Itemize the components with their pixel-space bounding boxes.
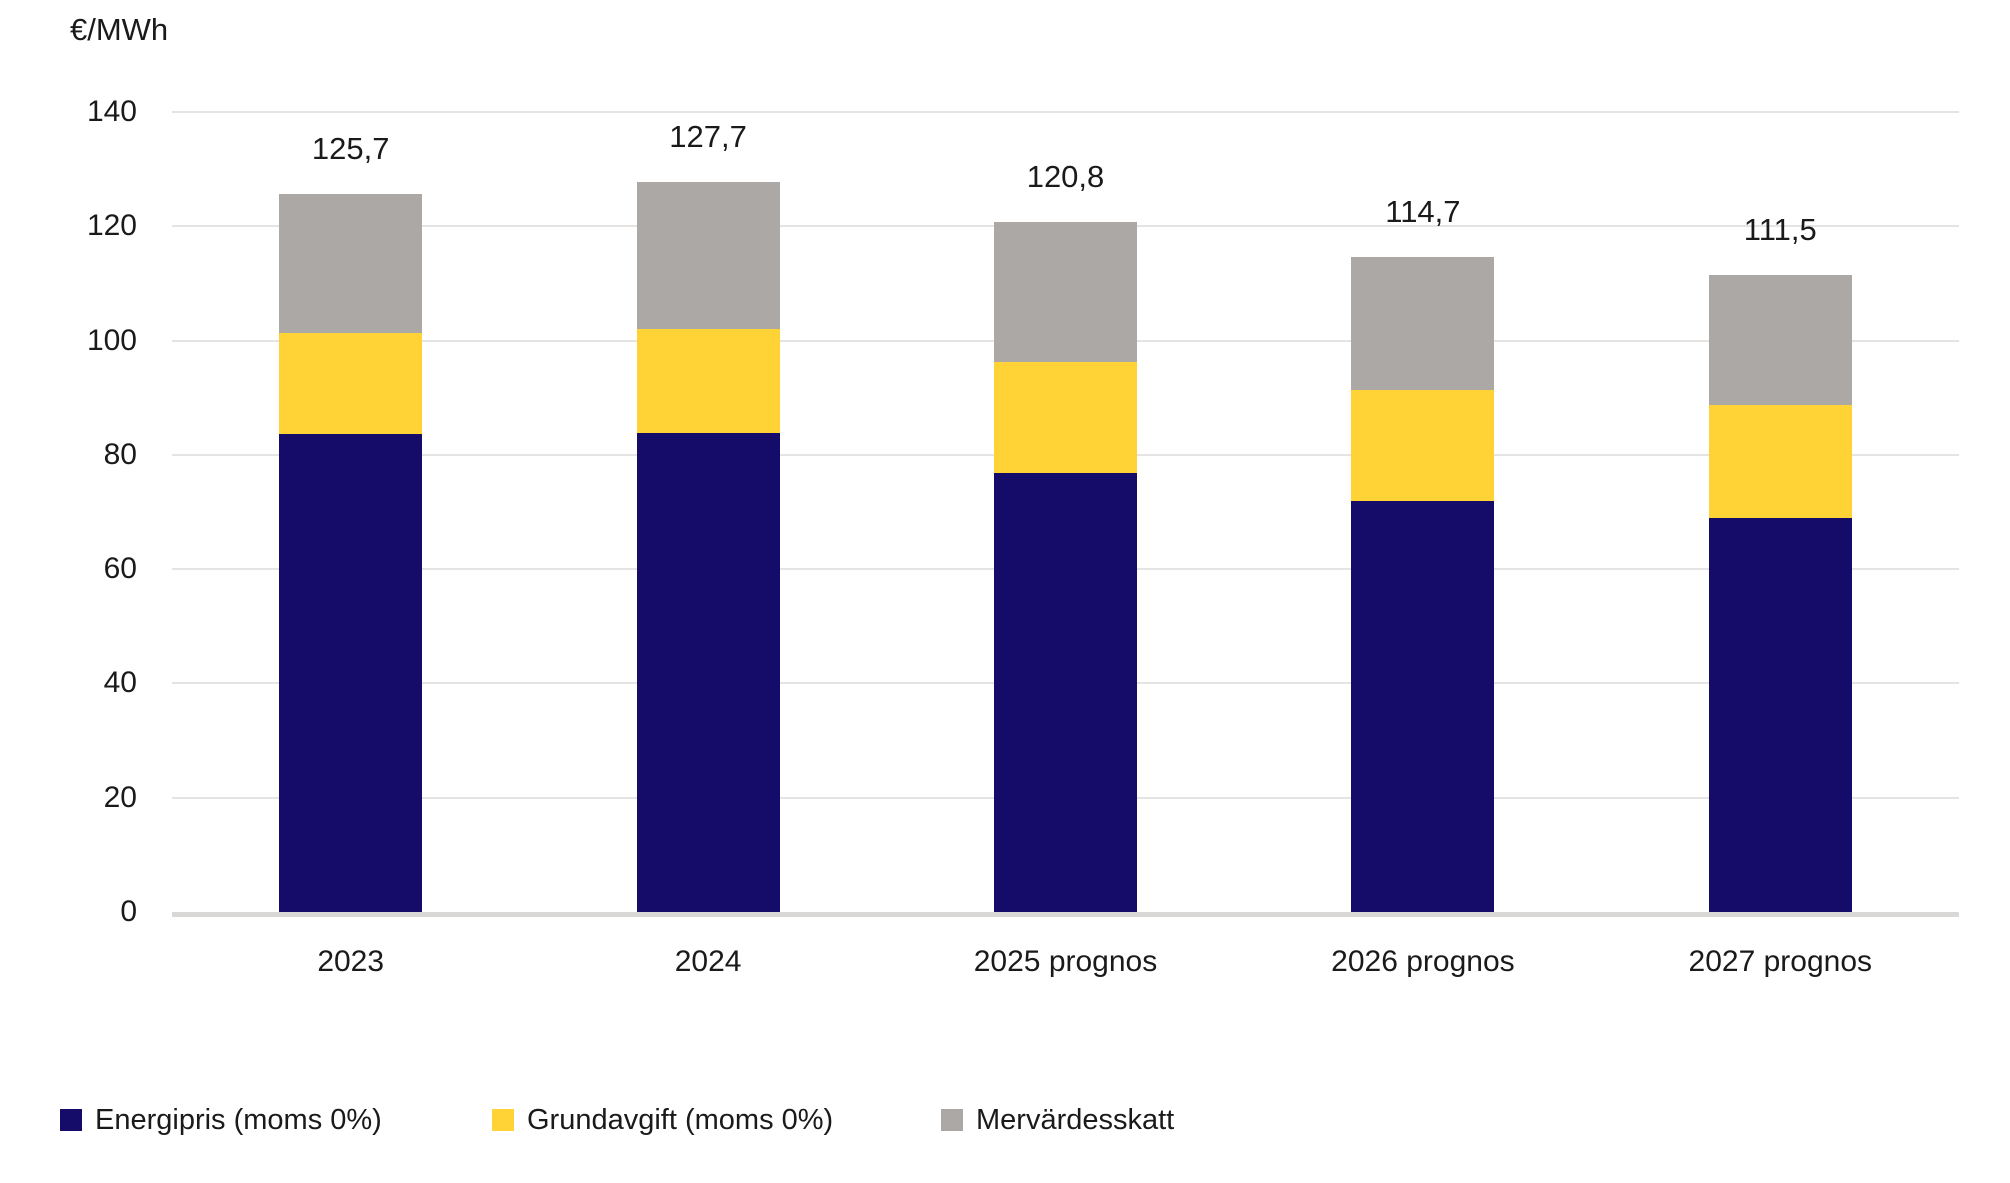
x-axis-category-label: 2027 prognos — [1688, 945, 1873, 978]
bar-segment — [636, 328, 780, 433]
legend-item-mervardesskatt: Mervärdesskatt — [941, 1103, 1174, 1137]
bar-segment — [1351, 501, 1495, 912]
legend-label: Energipris (moms 0%) — [95, 1104, 382, 1136]
gridline — [172, 111, 1959, 113]
bar-total-label: 120,8 — [1026, 158, 1105, 194]
bar-segment — [279, 193, 423, 333]
x-axis-category-label: 2023 — [317, 945, 385, 978]
bar-segment — [994, 361, 1137, 473]
y-axis-tick-label: 120 — [86, 209, 137, 243]
bar-total-label: 111,5 — [1743, 211, 1817, 247]
y-axis-tick-label: 60 — [103, 552, 137, 586]
bar-segment — [1351, 389, 1495, 502]
bar-segment — [636, 432, 780, 912]
legend-label: Mervärdesskatt — [976, 1104, 1175, 1136]
bar-segment — [1708, 274, 1852, 405]
x-axis-category-label: 2025 prognos — [973, 945, 1158, 978]
bar-segment — [279, 434, 423, 912]
chart-legend: Energipris (moms 0%) Grundavgift (moms 0… — [0, 1103, 2010, 1143]
bar-segment — [994, 221, 1137, 362]
x-axis-category-label: 2024 — [674, 945, 742, 978]
bar-segment — [1351, 256, 1495, 390]
bar-segment — [279, 332, 423, 435]
x-axis-line — [172, 912, 1959, 917]
legend-swatch — [941, 1109, 963, 1131]
legend-item-energipris: Energipris (moms 0%) — [60, 1103, 382, 1137]
bar-segment — [636, 182, 780, 329]
x-axis-category-label: 2026 prognos — [1331, 945, 1515, 978]
y-axis-tick-label: 0 — [120, 895, 137, 928]
bar-segment — [1708, 517, 1852, 912]
y-axis-tick-label: 80 — [103, 437, 137, 471]
y-axis-tick-label: 100 — [86, 323, 137, 357]
legend-swatch — [492, 1109, 514, 1131]
legend-item-grundavgift: Grundavgift (moms 0%) — [492, 1103, 833, 1137]
legend-swatch — [60, 1109, 82, 1131]
bar-total-label: 127,7 — [669, 119, 747, 155]
bar-segment — [1708, 404, 1852, 518]
bar-total-label: 114,7 — [1385, 193, 1461, 229]
y-axis-tick-label: 140 — [86, 95, 137, 128]
legend-label: Grundavgift (moms 0%) — [527, 1104, 834, 1136]
y-axis-tick-label: 20 — [103, 780, 137, 814]
y-axis-unit-label: €/MWh — [70, 12, 169, 47]
bar-segment — [994, 472, 1137, 912]
y-axis-tick-label: 40 — [103, 666, 137, 700]
bar-total-label: 125,7 — [311, 130, 390, 166]
